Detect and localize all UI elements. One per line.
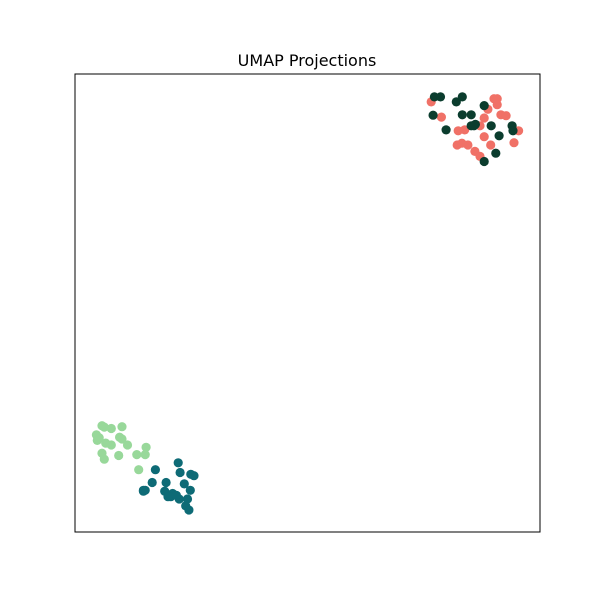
scatter-point-series-4-8	[179, 479, 189, 489]
scatter-point-series-4-6	[147, 477, 157, 488]
scatter-point-series-3-12	[99, 454, 109, 464]
scatter-point-series-3-13	[114, 450, 124, 461]
scatter-point-series-3-2	[99, 422, 109, 432]
scatter-point-series-2-10	[479, 101, 489, 111]
scatter-point-series-1-13	[509, 138, 519, 148]
scatter-point-series-4-5	[189, 471, 199, 481]
scatter-point-series-1-20	[457, 138, 467, 148]
scatter-point-series-2-17	[441, 125, 451, 135]
scatter-point-series-4-7	[161, 477, 171, 488]
scatter-point-series-2-7	[466, 110, 476, 120]
scatter-point-series-2-3	[428, 110, 438, 120]
points-layer	[91, 92, 524, 515]
scatter-point-series-3-14	[141, 442, 151, 452]
scatter-point-series-2-16	[479, 156, 489, 167]
scatter-point-series-1-15	[479, 132, 489, 142]
scatter-point-series-4-21	[171, 490, 181, 500]
scatter-point-series-1-17	[486, 140, 496, 150]
plot-frame	[74, 73, 541, 533]
scatter-point-series-4-14	[182, 494, 193, 504]
scatter-point-series-2-2	[435, 92, 446, 102]
scatter-point-series-4-19	[163, 492, 173, 502]
scatter-point-series-3-19	[92, 435, 102, 445]
scatter-point-series-4-3	[175, 467, 185, 478]
scatter-point-series-2-12	[494, 131, 504, 141]
scatter-point-series-4-18	[184, 505, 194, 515]
scatter-point-series-3-9	[115, 432, 125, 442]
scatter-point-series-3-6	[106, 423, 116, 434]
scatter-point-series-4-20	[138, 485, 148, 495]
scatter-point-series-4-9	[185, 485, 195, 495]
chart-title: UMAP Projections	[238, 51, 377, 70]
scatter-point-series-2-18	[469, 121, 479, 131]
scatter-point-series-3-15	[132, 450, 142, 460]
scatter-point-series-2-5	[457, 92, 467, 102]
scatter-point-series-3-17	[134, 465, 144, 475]
scatter-point-series-3-10	[122, 440, 133, 450]
scatter-point-series-2-14	[508, 126, 518, 136]
scatter-point-series-1-21	[501, 111, 511, 121]
scatter-point-series-3-18	[106, 440, 116, 450]
scatter-point-series-4-2	[173, 458, 183, 468]
scatter-point-series-4-1	[150, 465, 160, 475]
scatter-point-series-1-2	[436, 112, 446, 122]
scatter-point-series-2-11	[486, 121, 496, 131]
scatter-point-series-3-7	[117, 422, 127, 432]
scatter-point-series-1-11	[492, 100, 502, 110]
scatter-point-series-2-6	[457, 110, 467, 120]
scatter-point-series-2-15	[491, 148, 501, 158]
scatter-point-series-1-7	[479, 113, 489, 123]
scatter-point-series-3-16	[140, 450, 150, 460]
